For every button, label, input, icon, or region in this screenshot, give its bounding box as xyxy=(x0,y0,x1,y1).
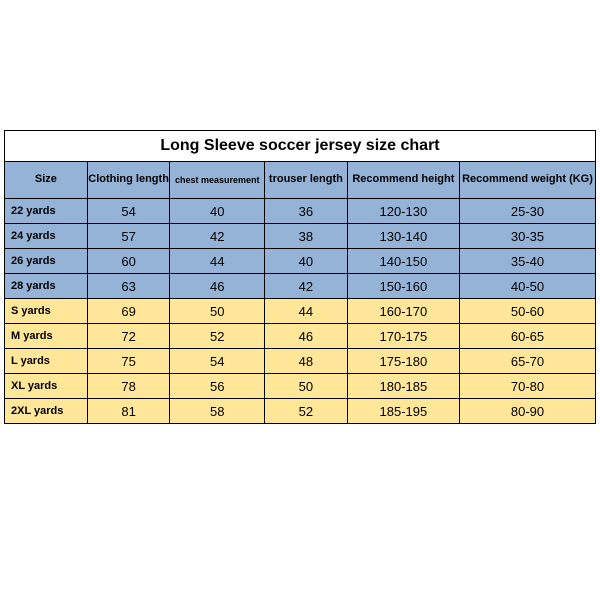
value-cell: 60-65 xyxy=(460,324,596,349)
value-cell: 65-70 xyxy=(460,349,596,374)
value-cell: 40-50 xyxy=(460,274,596,299)
size-chart-container: Long Sleeve soccer jersey size chart Siz… xyxy=(0,0,600,600)
table-head: Long Sleeve soccer jersey size chart Siz… xyxy=(5,131,596,199)
table-row: 2XL yards815852185-19580-90 xyxy=(5,399,596,424)
table-row: 26 yards604440140-15035-40 xyxy=(5,249,596,274)
size-cell: S yards xyxy=(5,299,88,324)
value-cell: 80-90 xyxy=(460,399,596,424)
value-cell: 160-170 xyxy=(347,299,459,324)
table-row: XL yards785650180-18570-80 xyxy=(5,374,596,399)
col-header: Clothing length xyxy=(87,162,170,199)
size-cell: 22 yards xyxy=(5,199,88,224)
value-cell: 36 xyxy=(265,199,348,224)
value-cell: 50 xyxy=(265,374,348,399)
size-chart-table: Long Sleeve soccer jersey size chart Siz… xyxy=(4,130,596,424)
value-cell: 72 xyxy=(87,324,170,349)
value-cell: 38 xyxy=(265,224,348,249)
value-cell: 44 xyxy=(170,249,265,274)
value-cell: 52 xyxy=(170,324,265,349)
value-cell: 70-80 xyxy=(460,374,596,399)
header-row: SizeClothing lengthchest measurementtrou… xyxy=(5,162,596,199)
title-row: Long Sleeve soccer jersey size chart xyxy=(5,131,596,162)
table-row: 28 yards634642150-16040-50 xyxy=(5,274,596,299)
col-header: Recommend height xyxy=(347,162,459,199)
value-cell: 75 xyxy=(87,349,170,374)
value-cell: 180-185 xyxy=(347,374,459,399)
col-header: chest measurement xyxy=(170,162,265,199)
value-cell: 52 xyxy=(265,399,348,424)
value-cell: 78 xyxy=(87,374,170,399)
size-cell: 2XL yards xyxy=(5,399,88,424)
value-cell: 130-140 xyxy=(347,224,459,249)
value-cell: 42 xyxy=(170,224,265,249)
value-cell: 69 xyxy=(87,299,170,324)
value-cell: 46 xyxy=(265,324,348,349)
col-header: Size xyxy=(5,162,88,199)
value-cell: 42 xyxy=(265,274,348,299)
size-cell: 24 yards xyxy=(5,224,88,249)
size-cell: M yards xyxy=(5,324,88,349)
size-cell: 28 yards xyxy=(5,274,88,299)
table-row: S yards695044160-17050-60 xyxy=(5,299,596,324)
value-cell: 44 xyxy=(265,299,348,324)
size-cell: XL yards xyxy=(5,374,88,399)
value-cell: 54 xyxy=(87,199,170,224)
col-header: trouser length xyxy=(265,162,348,199)
value-cell: 175-180 xyxy=(347,349,459,374)
value-cell: 60 xyxy=(87,249,170,274)
value-cell: 50 xyxy=(170,299,265,324)
value-cell: 170-175 xyxy=(347,324,459,349)
value-cell: 150-160 xyxy=(347,274,459,299)
value-cell: 25-30 xyxy=(460,199,596,224)
value-cell: 40 xyxy=(170,199,265,224)
table-row: 22 yards544036120-13025-30 xyxy=(5,199,596,224)
value-cell: 35-40 xyxy=(460,249,596,274)
value-cell: 140-150 xyxy=(347,249,459,274)
value-cell: 40 xyxy=(265,249,348,274)
table-row: M yards725246170-17560-65 xyxy=(5,324,596,349)
value-cell: 58 xyxy=(170,399,265,424)
value-cell: 185-195 xyxy=(347,399,459,424)
table-body: 22 yards544036120-13025-3024 yards574238… xyxy=(5,199,596,424)
col-header: Recommend weight (KG) xyxy=(460,162,596,199)
value-cell: 46 xyxy=(170,274,265,299)
value-cell: 57 xyxy=(87,224,170,249)
table-row: 24 yards574238130-14030-35 xyxy=(5,224,596,249)
table-row: L yards755448175-18065-70 xyxy=(5,349,596,374)
value-cell: 48 xyxy=(265,349,348,374)
value-cell: 50-60 xyxy=(460,299,596,324)
value-cell: 30-35 xyxy=(460,224,596,249)
size-cell: 26 yards xyxy=(5,249,88,274)
value-cell: 81 xyxy=(87,399,170,424)
table-title: Long Sleeve soccer jersey size chart xyxy=(5,131,596,162)
value-cell: 63 xyxy=(87,274,170,299)
value-cell: 54 xyxy=(170,349,265,374)
value-cell: 56 xyxy=(170,374,265,399)
value-cell: 120-130 xyxy=(347,199,459,224)
size-cell: L yards xyxy=(5,349,88,374)
